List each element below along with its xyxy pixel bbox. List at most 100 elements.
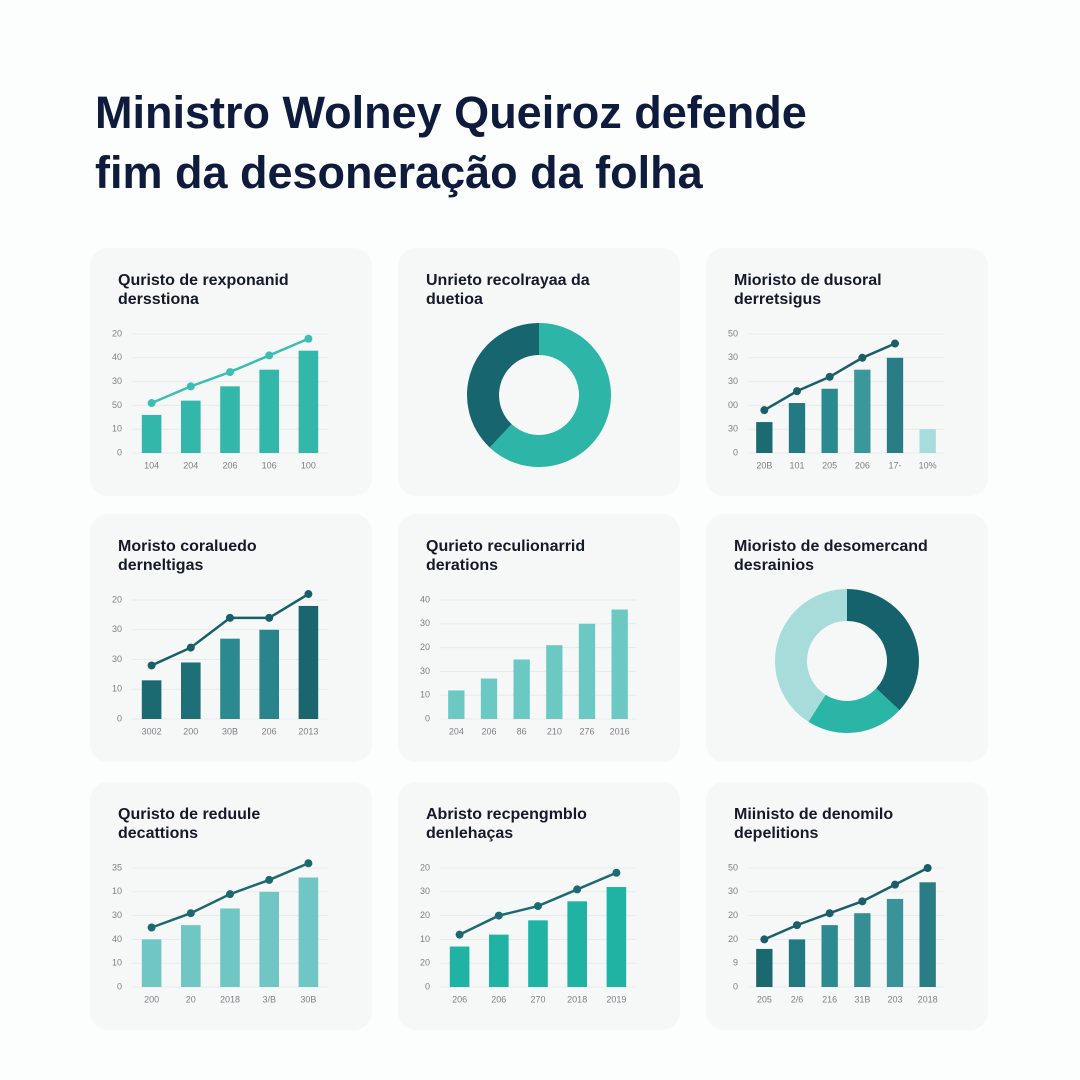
bar (788, 403, 806, 453)
bar (259, 891, 279, 987)
y-tick-label: 20 (420, 642, 430, 652)
bar (220, 908, 240, 987)
y-tick-label: 50 (728, 862, 738, 872)
line-point (573, 885, 582, 894)
x-tick-label: 2013 (298, 726, 318, 736)
line-point (534, 902, 542, 911)
y-tick-label: 20 (112, 594, 122, 604)
y-tick-label: 35 (112, 862, 122, 872)
bar (259, 629, 279, 719)
x-tick-label: 30B (222, 726, 238, 736)
y-tick-label: 20 (728, 934, 738, 944)
y-tick-label: 40 (420, 594, 430, 604)
line-point (186, 909, 195, 918)
bar (606, 887, 627, 987)
line-point (186, 382, 195, 391)
x-tick-label: 2018 (567, 994, 587, 1004)
y-tick-label: 20 (728, 910, 738, 920)
y-tick-label: 30 (728, 424, 738, 434)
chart-title: dersstiona (118, 291, 199, 308)
pie-slice (489, 323, 611, 468)
headline: Ministro Wolney Queiroz defende (95, 87, 807, 138)
y-tick-label: 20 (420, 910, 430, 920)
y-tick-label: 0 (117, 713, 122, 723)
x-tick-label: 206 (262, 726, 277, 736)
card (706, 248, 988, 496)
y-tick-label: 20 (420, 862, 430, 872)
line-point (304, 859, 313, 868)
y-tick-label: 00 (728, 400, 738, 410)
bar (298, 605, 319, 719)
y-tick-label: 40 (112, 934, 122, 944)
y-tick-label: 50 (112, 400, 122, 410)
x-tick-label: 10% (919, 460, 937, 470)
x-tick-label: 3/B (262, 994, 276, 1004)
line-point (147, 399, 156, 408)
y-tick-label: 30 (420, 886, 430, 896)
x-tick-label: 206 (855, 460, 870, 470)
chart-title: Abristo recpengmblo (426, 806, 587, 823)
x-tick-label: 200 (183, 726, 198, 736)
chart-title: Mioristo de dusoral (734, 272, 882, 289)
x-tick-label: 200 (144, 994, 159, 1004)
bar (919, 429, 936, 453)
bar (489, 934, 509, 987)
line-point (891, 339, 899, 348)
line-point (760, 406, 769, 415)
bar (220, 386, 240, 453)
x-tick-label: 31B (854, 994, 870, 1004)
y-tick-label: 0 (733, 981, 738, 991)
bar (821, 388, 838, 453)
y-tick-label: 0 (425, 713, 430, 723)
x-tick-label: 104 (144, 460, 159, 470)
line-point (825, 372, 834, 381)
y-tick-label: 30 (728, 352, 738, 362)
bar (141, 680, 162, 719)
pie-slice (774, 589, 847, 722)
x-tick-label: 106 (262, 460, 277, 470)
line-point (265, 351, 274, 360)
y-tick-label: 10 (112, 886, 122, 896)
bar (919, 882, 936, 987)
line-point (923, 864, 932, 872)
x-tick-label: 20 (186, 994, 196, 1004)
chart-title: Quristo de rexponanid (118, 272, 289, 289)
line-point (226, 368, 234, 377)
bar (181, 400, 201, 453)
bar (854, 913, 871, 987)
y-tick-label: 10 (420, 934, 430, 944)
line-point (226, 613, 234, 622)
x-tick-label: 206 (491, 994, 506, 1004)
x-tick-label: 2/6 (791, 994, 804, 1004)
bar (886, 357, 904, 453)
x-tick-label: 206 (481, 726, 496, 736)
bar (756, 948, 773, 987)
line-point (304, 590, 313, 599)
line-point (304, 334, 313, 343)
y-tick-label: 0 (733, 447, 738, 457)
bar (141, 939, 162, 987)
x-tick-label: 204 (183, 460, 198, 470)
line-point (612, 868, 621, 877)
bar (181, 662, 201, 719)
line-point (858, 353, 867, 362)
bar (567, 901, 587, 987)
y-tick-label: 10 (112, 424, 122, 434)
bar (141, 414, 162, 453)
line-point (793, 921, 801, 930)
line-point (891, 880, 899, 889)
line-point (147, 923, 156, 932)
bar (298, 877, 319, 987)
y-tick-label: 10 (112, 684, 122, 694)
bar (448, 690, 465, 719)
bar (220, 638, 240, 719)
bar (298, 350, 319, 453)
pie-slice (847, 589, 919, 711)
y-tick-label: 30 (728, 376, 738, 386)
x-tick-label: 270 (530, 994, 545, 1004)
bar (821, 925, 838, 987)
y-tick-label: 30 (112, 376, 122, 386)
x-tick-label: 205 (757, 994, 772, 1004)
bar (611, 609, 628, 719)
